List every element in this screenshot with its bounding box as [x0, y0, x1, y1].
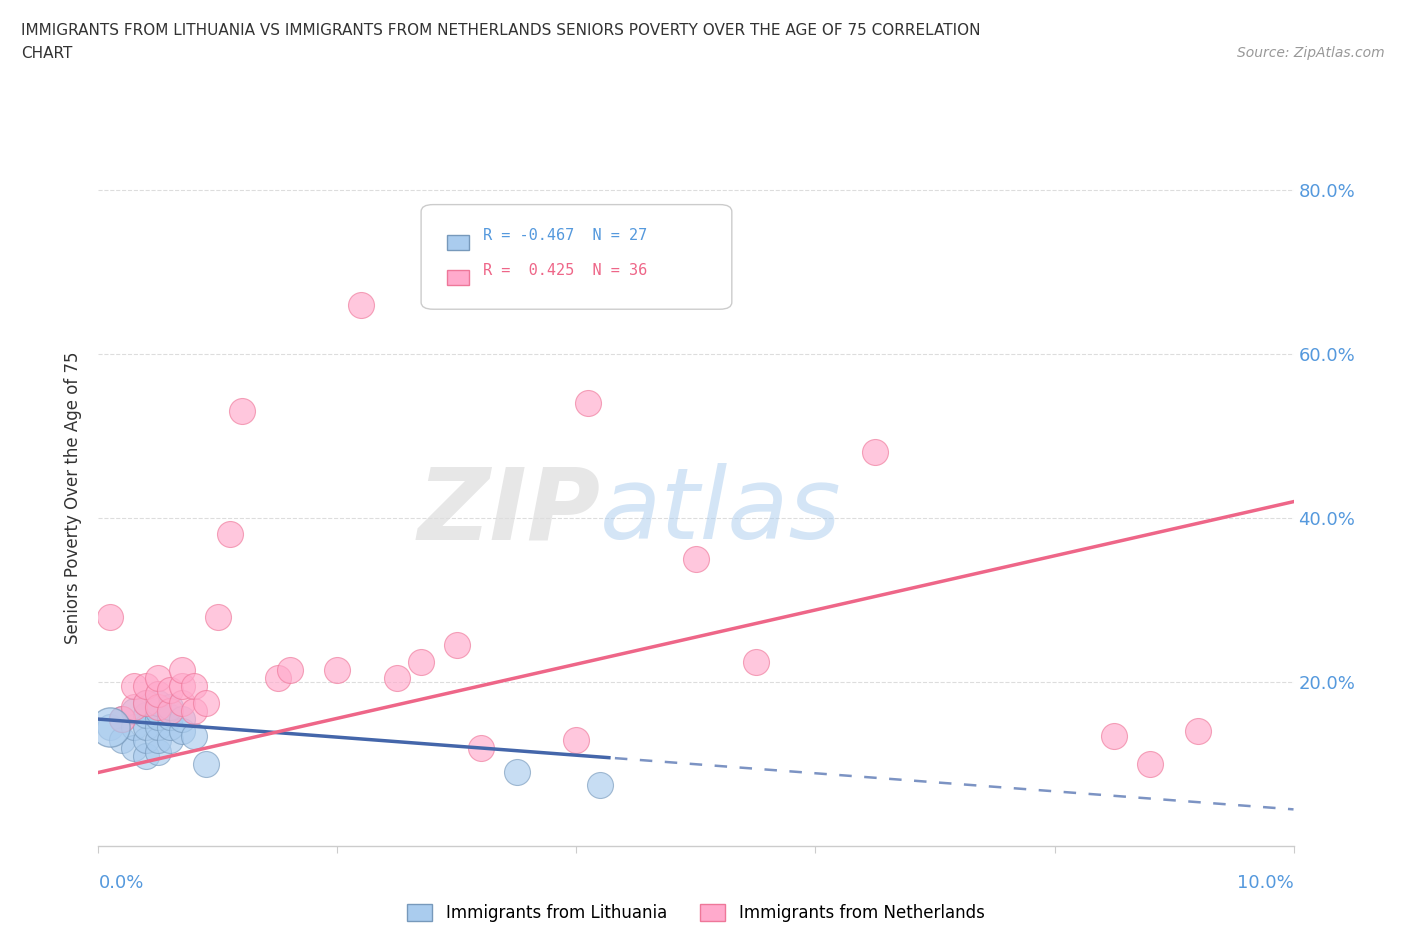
Point [385, 671, 409, 685]
Text: Source: ZipAtlas.com: Source: ZipAtlas.com [1237, 46, 1385, 60]
Point [159, 703, 181, 718]
Point [111, 711, 134, 726]
Text: IMMIGRANTS FROM LITHUANIA VS IMMIGRANTS FROM NETHERLANDS SENIORS POVERTY OVER TH: IMMIGRANTS FROM LITHUANIA VS IMMIGRANTS … [21, 23, 980, 38]
FancyBboxPatch shape [447, 235, 470, 250]
Point [159, 710, 181, 724]
Point [172, 679, 194, 694]
Point [148, 696, 170, 711]
Point [159, 720, 181, 735]
FancyBboxPatch shape [422, 205, 733, 309]
Point [411, 654, 433, 669]
Point [1104, 728, 1126, 743]
Point [350, 298, 373, 312]
Point [446, 638, 468, 653]
Point [124, 740, 146, 755]
Point [183, 703, 205, 718]
Point [589, 777, 612, 792]
Point [159, 699, 181, 714]
Point [172, 662, 194, 677]
Text: R = -0.467  N = 27: R = -0.467 N = 27 [484, 229, 648, 244]
Point [506, 765, 529, 780]
Point [470, 740, 492, 755]
Point [100, 720, 122, 735]
Point [183, 679, 205, 694]
Legend: Immigrants from Lithuania, Immigrants from Netherlands: Immigrants from Lithuania, Immigrants fr… [401, 897, 991, 929]
Point [1139, 757, 1161, 772]
Point [100, 609, 122, 624]
Point [148, 703, 170, 718]
Text: CHART: CHART [21, 46, 73, 61]
Point [195, 757, 218, 772]
Point [207, 609, 229, 624]
Point [685, 551, 707, 566]
Point [148, 671, 170, 685]
Point [111, 732, 134, 747]
Point [148, 732, 170, 747]
Point [124, 699, 146, 714]
Point [159, 732, 181, 747]
Y-axis label: Seniors Poverty Over the Age of 75: Seniors Poverty Over the Age of 75 [65, 352, 83, 644]
Point [148, 745, 170, 760]
Point [135, 732, 157, 747]
Point [183, 728, 205, 743]
Point [124, 679, 146, 694]
Point [148, 710, 170, 724]
Point [745, 654, 768, 669]
FancyBboxPatch shape [447, 270, 470, 285]
Point [124, 703, 146, 718]
Text: 10.0%: 10.0% [1237, 874, 1294, 892]
Point [111, 711, 134, 726]
Point [124, 720, 146, 735]
Point [135, 749, 157, 764]
Text: atlas: atlas [600, 463, 842, 560]
Point [326, 662, 349, 677]
Point [135, 708, 157, 723]
Text: 0.0%: 0.0% [98, 874, 143, 892]
Point [148, 687, 170, 702]
Text: ZIP: ZIP [418, 463, 600, 560]
Point [100, 720, 122, 735]
Point [135, 696, 157, 711]
Point [172, 724, 194, 738]
Point [172, 711, 194, 726]
Point [135, 696, 157, 711]
Text: R =  0.425  N = 36: R = 0.425 N = 36 [484, 263, 648, 278]
Point [135, 679, 157, 694]
Point [148, 699, 170, 714]
Point [231, 404, 253, 418]
Point [267, 671, 290, 685]
Point [148, 720, 170, 735]
Point [865, 445, 887, 459]
Point [578, 396, 600, 411]
Point [172, 696, 194, 711]
Point [565, 732, 588, 747]
Point [219, 527, 242, 542]
Point [278, 662, 301, 677]
Point [1187, 724, 1209, 738]
Point [135, 720, 157, 735]
Point [195, 696, 218, 711]
Point [159, 683, 181, 698]
